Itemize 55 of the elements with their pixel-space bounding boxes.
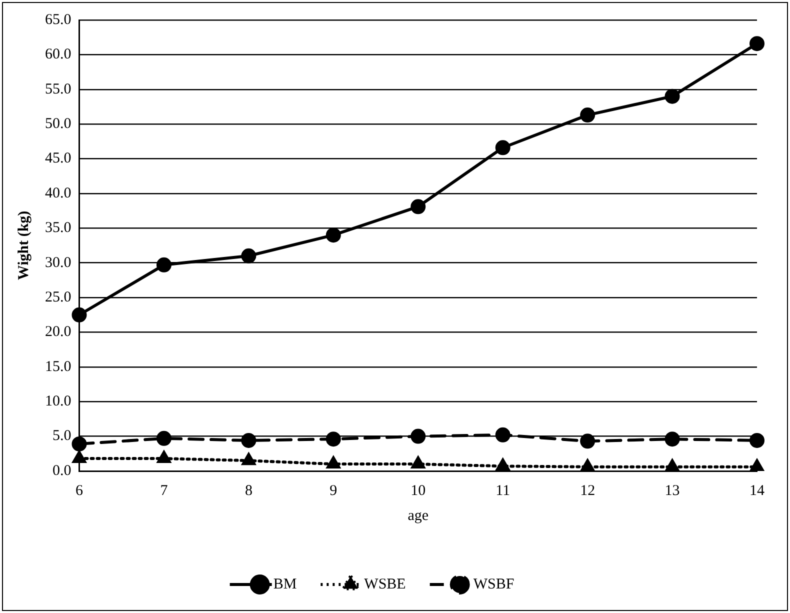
point: [156, 257, 172, 272]
point: [410, 428, 426, 444]
x-tick-label: 8: [244, 482, 252, 499]
point: [750, 432, 764, 448]
y-tick-label: 25.0: [45, 289, 72, 306]
point: [496, 458, 510, 471]
point: [72, 451, 86, 464]
y-tick-label: 20.0: [45, 324, 72, 340]
legend-label: BM: [273, 576, 297, 592]
y-tick-label: 50.0: [45, 116, 72, 132]
point: [410, 199, 426, 214]
x-tick-label: 6: [76, 482, 84, 499]
point: [580, 434, 596, 449]
y-axis-title: Wight (kg): [16, 210, 32, 280]
x-axis-title: age: [408, 508, 429, 524]
point: [241, 432, 256, 448]
point: [72, 307, 87, 322]
point: [495, 427, 510, 442]
point: [666, 459, 679, 471]
y-tick-label: 30.0: [45, 254, 72, 271]
point: [664, 88, 680, 104]
y-tick-label: 5.0: [52, 428, 72, 444]
y-tick-label: 60.0: [45, 46, 72, 63]
point: [72, 436, 87, 452]
x-tick-label: 11: [496, 482, 510, 499]
point: [750, 459, 764, 471]
y-tick-label: 45.0: [45, 150, 72, 167]
point: [664, 432, 680, 447]
x-tick-label: 14: [750, 482, 765, 499]
point: [580, 459, 594, 471]
legend-label: WSBF: [473, 576, 514, 592]
x-tick-label: 7: [160, 482, 168, 499]
x-tick-label: 10: [410, 482, 426, 499]
y-tick-label: 0.0: [52, 462, 72, 479]
point: [241, 248, 256, 264]
point: [326, 228, 341, 243]
y-tick-label: 10.0: [45, 394, 72, 410]
point: [580, 108, 596, 123]
point: [411, 456, 425, 469]
legend-label: WSBE: [364, 576, 406, 592]
x-tick-label: 13: [664, 482, 680, 499]
y-tick-label: 65.0: [45, 12, 72, 28]
y-tick-label: 55.0: [45, 81, 72, 98]
point: [156, 430, 172, 446]
point: [326, 456, 340, 469]
point: [495, 140, 510, 156]
point: [242, 453, 256, 466]
x-tick-label: 9: [330, 482, 338, 499]
point: [326, 432, 341, 447]
y-tick-label: 35.0: [45, 220, 72, 236]
point: [750, 36, 764, 52]
y-tick-label: 40.0: [45, 185, 72, 202]
y-tick-label: 15.0: [45, 358, 72, 375]
x-tick-label: 12: [580, 482, 596, 499]
point: [157, 451, 171, 464]
